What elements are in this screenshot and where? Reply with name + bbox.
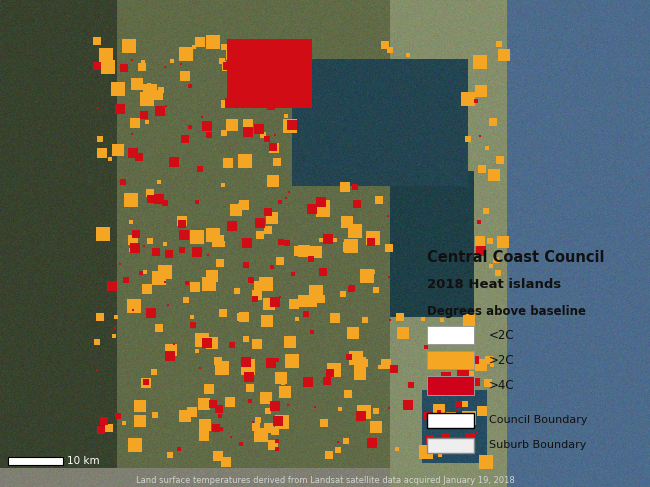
Bar [427,326,474,344]
Bar [427,351,474,369]
Text: 10 km: 10 km [66,456,99,467]
Text: Council Boundary: Council Boundary [489,415,587,425]
Bar [427,376,474,394]
Text: >4C: >4C [489,379,514,392]
Text: Suburb Boundary: Suburb Boundary [489,440,586,450]
Text: Degrees above baseline: Degrees above baseline [427,305,586,318]
Text: 2018 Heat islands: 2018 Heat islands [427,278,561,291]
Text: Central Coast Council: Central Coast Council [427,250,604,265]
Bar [8,457,63,466]
Bar [427,438,474,453]
Text: >2C: >2C [489,354,514,367]
Text: <2C: <2C [489,329,514,341]
Bar [427,413,474,428]
Text: Land surface temperatures derived from Landsat satellite data acquired January 1: Land surface temperatures derived from L… [136,476,514,485]
